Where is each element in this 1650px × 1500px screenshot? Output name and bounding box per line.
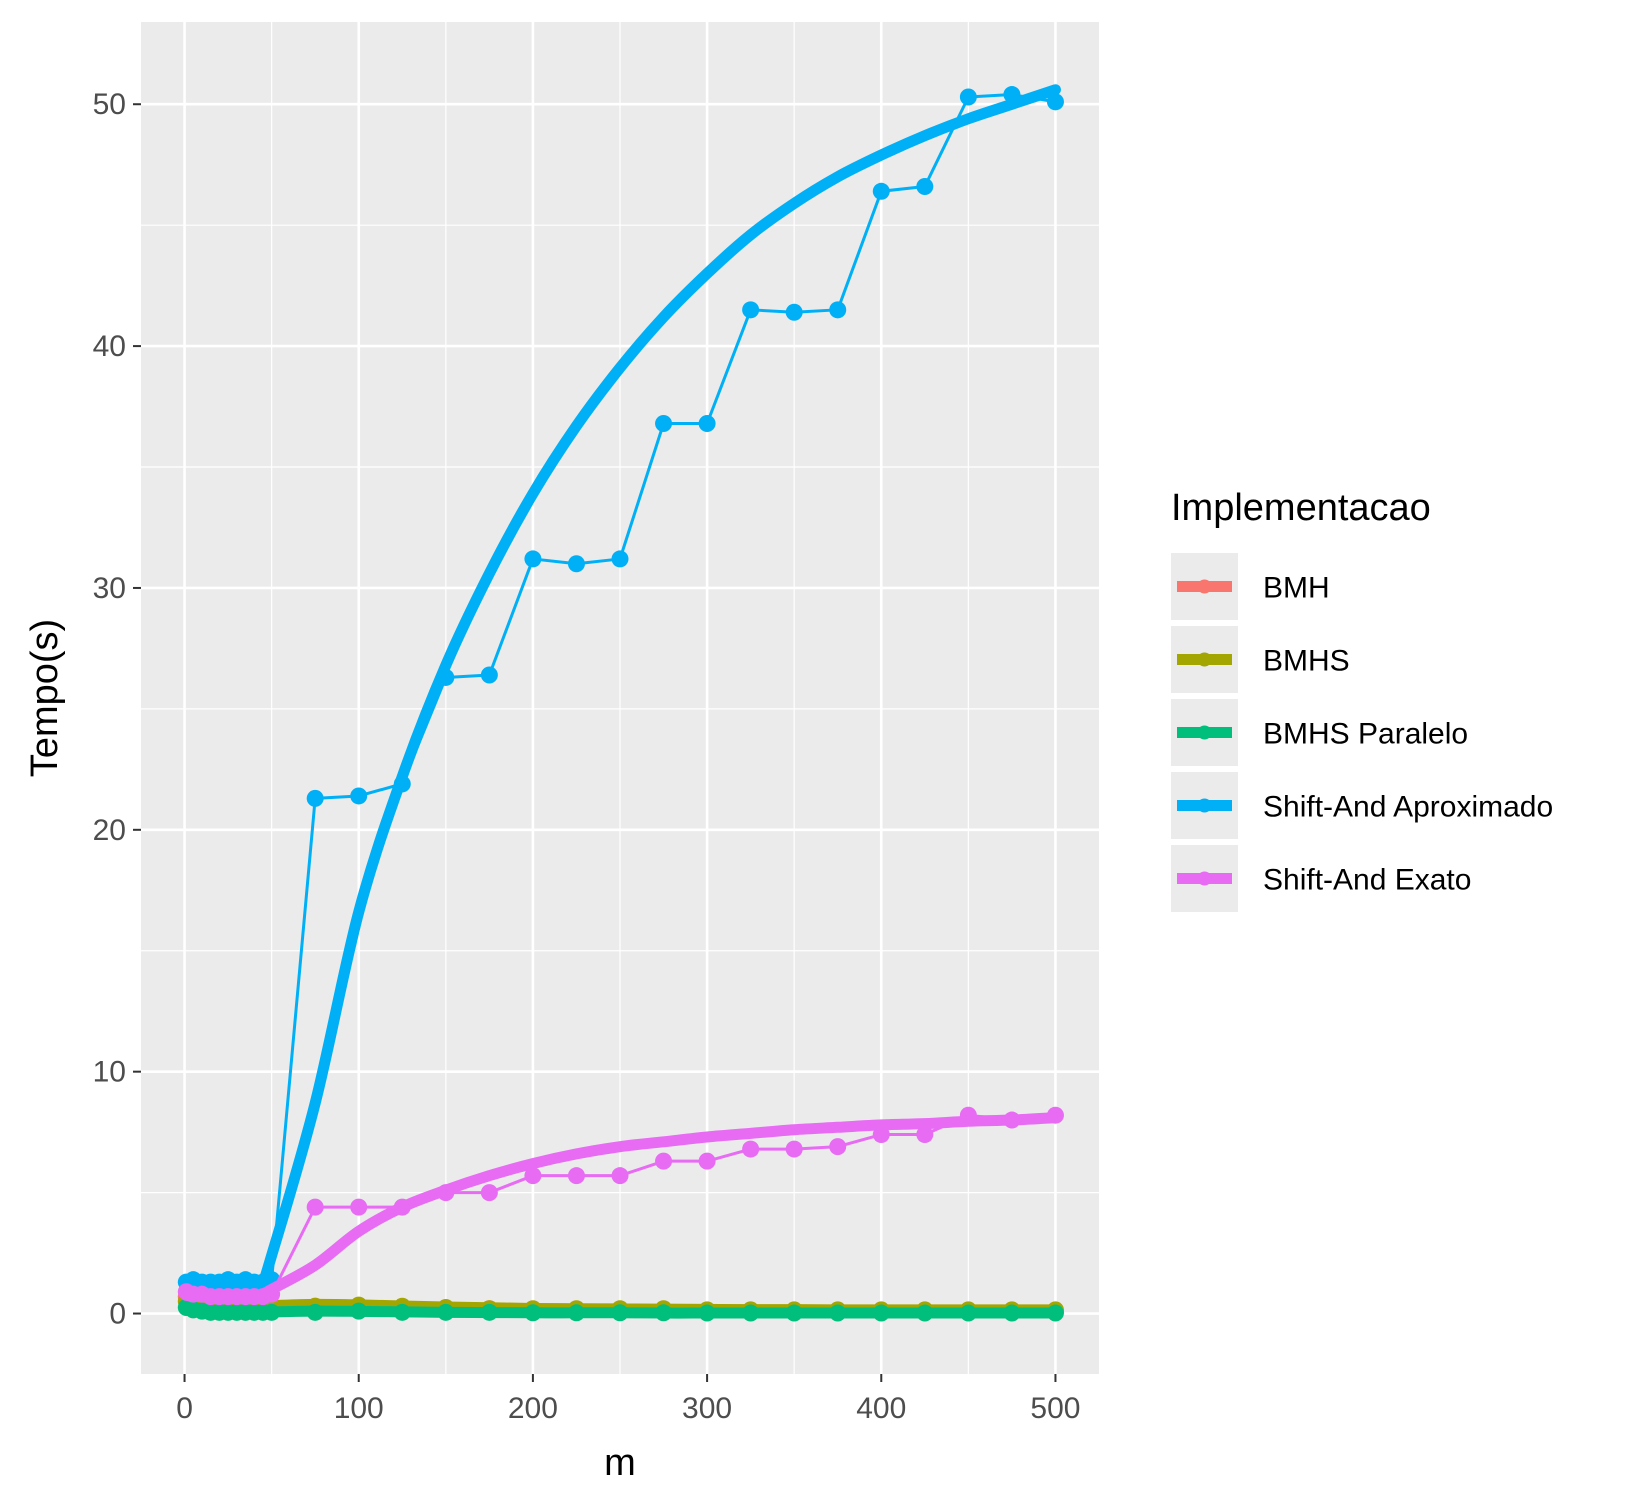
data-point-shift-and-aproximado — [1046, 93, 1064, 111]
legend-item-shift-and-aproximado: Shift-And Aproximado — [1171, 772, 1553, 839]
data-point-shift-and-exato — [306, 1198, 324, 1216]
x-tick-label: 300 — [682, 1392, 732, 1425]
legend-item-bmhs: BMHS — [1171, 626, 1350, 693]
series-shift-and-aproximado — [177, 84, 1064, 1291]
grid-major — [141, 22, 1099, 1374]
x-axis: 0 100 200 300 400 500 — [176, 1374, 1080, 1425]
data-point-shift-and-aproximado — [785, 303, 803, 321]
data-point-shift-and-exato — [785, 1140, 803, 1158]
legend-label-shift-and-aproximado: Shift-And Aproximado — [1263, 791, 1553, 824]
legend-item-bmhs-paralelo: BMHS Paralelo — [1171, 699, 1468, 766]
y-axis-title: Tempo(s) — [24, 619, 66, 777]
data-point-shift-and-aproximado — [959, 88, 977, 106]
grid-minor — [141, 22, 1099, 1374]
data-point-shift-and-exato — [480, 1184, 498, 1202]
legend-label-shift-and-exato: Shift-And Exato — [1263, 864, 1471, 897]
x-tick-label: 200 — [508, 1392, 558, 1425]
data-point-shift-and-aproximado — [350, 787, 368, 805]
y-tick-label: 50 — [93, 88, 126, 121]
y-tick-label: 10 — [93, 1056, 126, 1089]
x-tick-label: 100 — [334, 1392, 384, 1425]
data-point-shift-and-exato — [829, 1138, 847, 1156]
data-point-shift-and-exato — [916, 1126, 934, 1144]
y-tick-label: 30 — [93, 572, 126, 605]
data-point-shift-and-exato — [698, 1152, 716, 1170]
series-shift-and-exato — [177, 1106, 1064, 1306]
legend: BMH BMHS BMHS Paralelo Shift-And Aproximado… — [1171, 553, 1553, 912]
legend-label-bmhs: BMHS — [1263, 645, 1350, 678]
legend-key-point — [1197, 725, 1212, 740]
data-point-shift-and-aproximado — [698, 414, 716, 432]
legend-label-bmhs-paralelo: BMHS Paralelo — [1263, 718, 1468, 751]
legend-label-bmh: BMH — [1263, 572, 1330, 605]
legend-title: Implementacao — [1171, 487, 1431, 529]
data-point-shift-and-aproximado — [524, 550, 542, 568]
series-layer — [177, 84, 1064, 1322]
data-point-shift-and-aproximado — [567, 555, 585, 573]
legend-key-point — [1197, 579, 1212, 594]
data-point-shift-and-exato — [350, 1198, 368, 1216]
data-point-shift-and-exato — [655, 1152, 673, 1170]
legend-key-point — [1197, 652, 1212, 667]
data-point-shift-and-aproximado — [480, 666, 498, 684]
data-point-shift-and-aproximado — [655, 414, 673, 432]
data-point-shift-and-aproximado — [916, 177, 934, 195]
data-point-shift-and-aproximado — [611, 550, 629, 568]
y-tick-label: 20 — [93, 814, 126, 847]
x-tick-label: 400 — [856, 1392, 906, 1425]
data-point-shift-and-aproximado — [829, 301, 847, 319]
y-tick-label: 40 — [93, 330, 126, 363]
data-point-shift-and-exato — [742, 1140, 760, 1158]
y-axis: 0 10 20 30 40 50 — [93, 88, 141, 1331]
x-tick-label: 500 — [1030, 1392, 1080, 1425]
legend-key-point — [1197, 871, 1212, 886]
data-point-shift-and-aproximado — [742, 301, 760, 319]
legend-item-bmh: BMH — [1171, 553, 1330, 620]
x-tick-label: 0 — [176, 1392, 193, 1425]
series-bmhs-paralelo — [177, 1298, 1064, 1322]
smooth-curve-bmhs-paralelo — [180, 1303, 1061, 1319]
data-point-shift-and-aproximado — [872, 182, 890, 200]
legend-key-point — [1197, 798, 1212, 813]
legend-item-shift-and-exato: Shift-And Exato — [1171, 845, 1471, 912]
smooth-curve-shift-and-aproximado — [180, 84, 1061, 1291]
data-point-shift-and-aproximado — [306, 789, 324, 807]
data-point-shift-and-exato — [567, 1167, 585, 1185]
x-axis-title: m — [604, 1442, 636, 1484]
smooth-curve-shift-and-exato — [180, 1112, 1061, 1303]
data-point-shift-and-exato — [611, 1167, 629, 1185]
y-tick-label: 0 — [109, 1298, 126, 1331]
data-point-shift-and-exato — [524, 1167, 542, 1185]
